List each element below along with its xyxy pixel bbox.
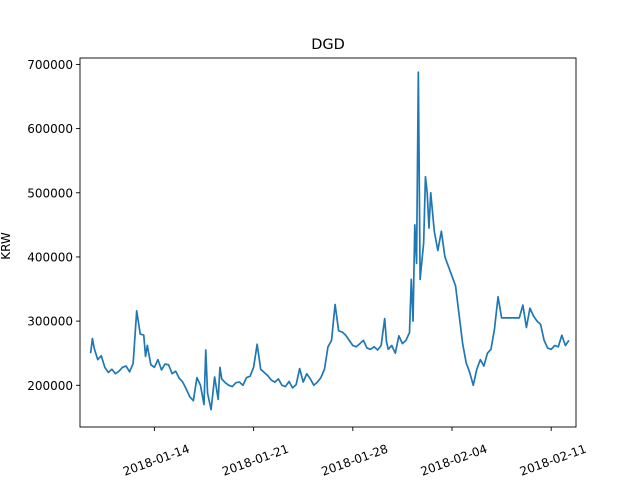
chart-title: DGD [311,37,345,53]
y-axis-ticks: 200000 300000 400000 500000 600000 700000 [27,58,80,393]
series-line [89,71,570,411]
y-tick-label: 500000 [27,186,73,200]
plot-frame [79,57,577,428]
y-tick-label: 700000 [27,58,73,72]
y-tick-label: 600000 [27,122,73,136]
y-tick-label: 300000 [27,315,73,329]
y-tick-label: 200000 [27,379,73,393]
y-tick-label: 400000 [27,250,73,264]
y-axis-label: KRW [0,232,13,260]
